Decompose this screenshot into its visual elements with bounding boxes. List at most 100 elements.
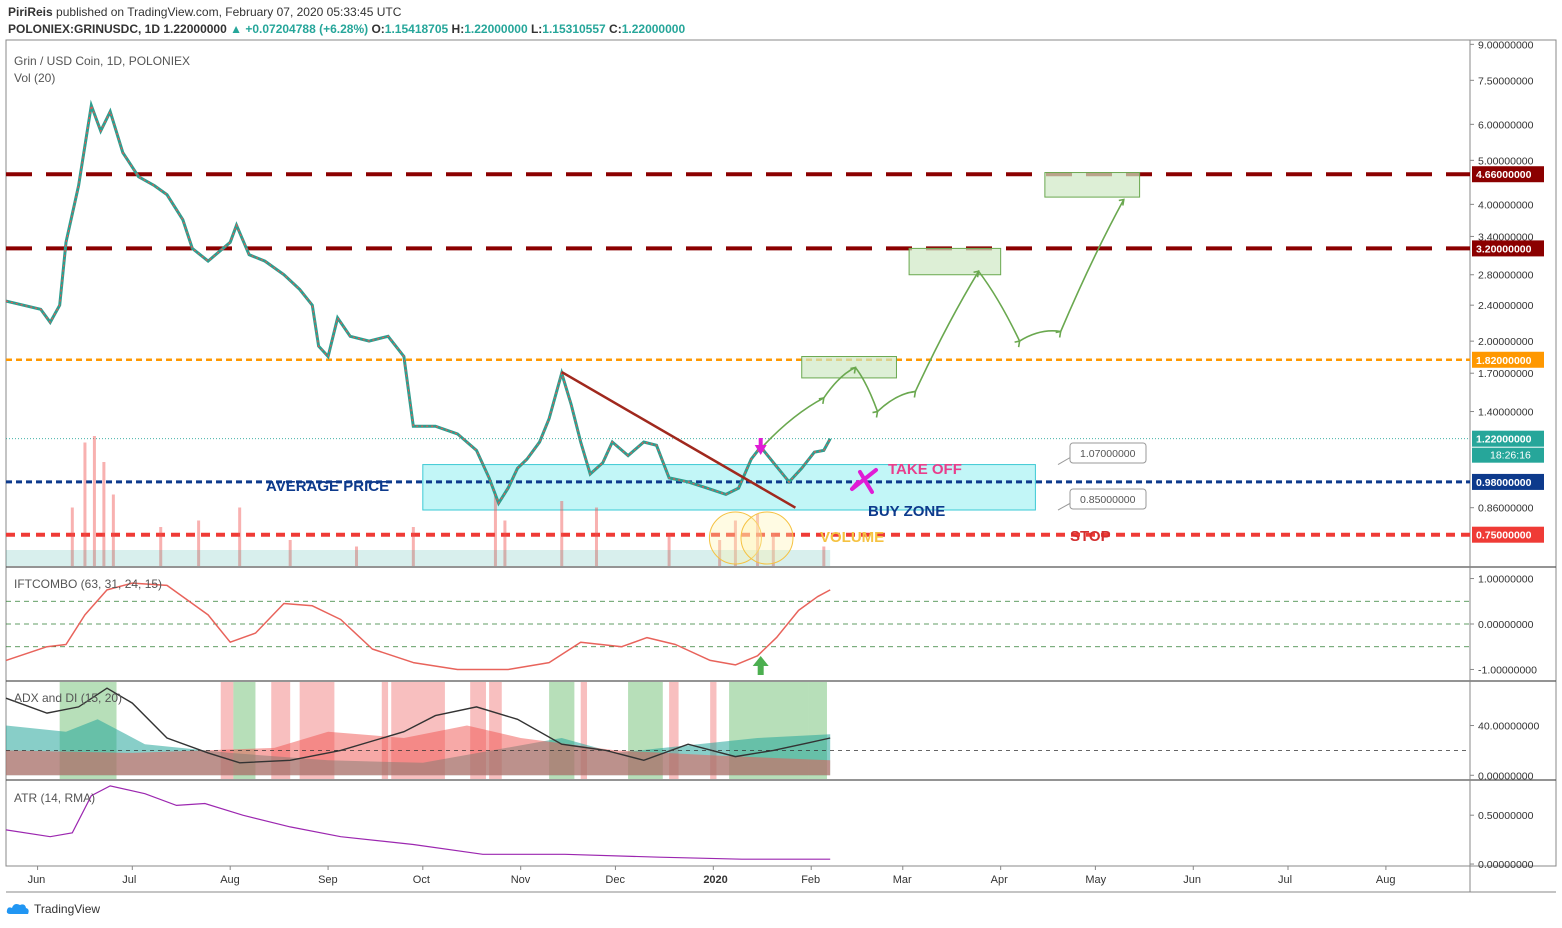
volume-bar	[197, 520, 201, 566]
projection-arrowhead	[910, 390, 917, 398]
ift-tick-label: 0.00000000	[1478, 619, 1534, 631]
projection-arrowhead	[872, 410, 879, 418]
volume-bar	[355, 546, 359, 566]
ift-pane-title[interactable]: IFTCOMBO (63, 31, 24, 15)	[14, 577, 163, 591]
main-pane-title[interactable]: Grin / USD Coin, 1D, POLONIEX	[14, 54, 191, 68]
open-value: 1.15418705	[384, 22, 449, 36]
volume-bar	[288, 540, 292, 566]
time-tick-label: Apr	[991, 874, 1008, 886]
high-value: 1.22000000	[464, 22, 528, 36]
price-badge	[1472, 240, 1544, 257]
published-text: published on TradingView.com, February 0…	[56, 5, 402, 19]
volume-bar	[822, 546, 826, 566]
projection-arrowhead	[1118, 198, 1125, 206]
take-off-label: TAKE OFF	[888, 461, 962, 478]
close-label: C:	[609, 22, 622, 36]
adx-tick-label: 0.00000000	[1478, 770, 1534, 782]
adx-trend-band	[580, 682, 588, 779]
volume-pane-title[interactable]: Vol (20)	[14, 71, 56, 85]
price-series-wicks	[5, 103, 831, 505]
target-box	[1044, 172, 1141, 198]
time-tick-label: Nov	[511, 874, 531, 886]
up-arrow-icon	[752, 656, 769, 666]
publish-line: PiriReis published on TradingView.com, F…	[8, 5, 401, 19]
low-value: 1.15310557	[542, 22, 606, 36]
price-badge	[1472, 351, 1544, 368]
adx-trend-band	[710, 682, 717, 779]
volume-label: VOLUME	[820, 529, 884, 546]
stop-label: STOP	[1070, 528, 1111, 545]
time-tick-label: Jul	[1278, 874, 1292, 886]
buy-zone-label: BUY ZONE	[868, 503, 945, 520]
ift-tick-label: 1.00000000	[1478, 574, 1534, 586]
time-tick-label: Feb	[801, 874, 820, 886]
atr-tick-label: 0.50000000	[1478, 810, 1534, 822]
volume-bar	[83, 442, 87, 566]
volume-bar	[560, 501, 564, 566]
volume-bar	[238, 507, 242, 566]
time-tick-label: Oct	[413, 874, 430, 886]
volume-bar	[92, 436, 96, 566]
atr-series-line	[5, 785, 831, 860]
price-tick-label: 1.40000000	[1478, 407, 1534, 419]
adx-trend-band	[669, 682, 679, 779]
time-tick-label: Sep	[318, 874, 338, 886]
price-tick-label: 2.80000000	[1478, 270, 1534, 282]
volume-base-band	[6, 550, 831, 566]
atr-tick-label: 0.00000000	[1478, 859, 1534, 871]
volume-bar	[718, 540, 722, 566]
volume-bar	[594, 507, 598, 566]
time-tick-label: May	[1085, 874, 1106, 886]
trendline	[561, 370, 797, 509]
price-tick-label: 4.00000000	[1478, 199, 1534, 211]
volume-bar	[411, 527, 415, 566]
up-triangle-icon: ▲	[230, 22, 242, 36]
callout-value: 1.07000000	[1080, 448, 1136, 460]
target-box	[908, 247, 1002, 276]
price-tick-label: 9.00000000	[1478, 39, 1534, 51]
volume-bar	[733, 520, 737, 566]
down-arrow-icon	[754, 445, 767, 455]
publisher-name[interactable]: PiriReis	[8, 5, 53, 19]
last-price: 1.22000000	[163, 22, 227, 36]
volume-bar	[667, 533, 671, 566]
price-badge	[1472, 526, 1544, 543]
volume-bar	[111, 494, 115, 566]
countdown-label: 18:26:16	[1490, 450, 1531, 462]
price-series-line	[5, 99, 832, 507]
volume-highlight-circle	[740, 511, 794, 565]
price-badge-label: 3.20000000	[1476, 243, 1532, 255]
adx-series-line	[5, 687, 831, 764]
price-tick-label: 6.00000000	[1478, 119, 1534, 131]
adx-tick-label: 40.00000000	[1478, 721, 1539, 733]
price-badge-label: 1.22000000	[1476, 434, 1532, 446]
volume-bar	[102, 462, 106, 566]
price-badge-label: 0.98000000	[1476, 477, 1532, 489]
tradingview-brand-label: TradingView	[34, 902, 101, 916]
time-tick-label: 2020	[703, 874, 727, 886]
volume-bar	[503, 520, 507, 566]
footer-brand[interactable]: TradingView	[6, 902, 100, 916]
time-tick-label: Jun	[1183, 874, 1201, 886]
price-tick-label: 2.00000000	[1478, 336, 1534, 348]
price-badge-label: 1.82000000	[1476, 355, 1532, 367]
price-badge-label: 0.75000000	[1476, 530, 1532, 542]
atr-pane-title[interactable]: ATR (14, RMA)	[14, 791, 96, 805]
average-price-label: AVERAGE PRICE	[266, 478, 389, 495]
up-arrow-stem	[757, 665, 764, 675]
price-tick-label: 0.86000000	[1478, 503, 1534, 515]
time-tick-label: Jun	[28, 874, 46, 886]
symbol-label[interactable]: POLONIEX:GRINUSDC, 1D	[8, 22, 161, 36]
countdown-badge	[1472, 447, 1544, 463]
price-badge	[1472, 473, 1544, 490]
buy-zone-box	[422, 464, 1036, 511]
projection-arrowhead	[818, 396, 825, 405]
price-badge	[1472, 430, 1544, 447]
price-tick-label: 1.70000000	[1478, 368, 1534, 380]
projection-arrowhead	[973, 270, 980, 278]
tradingview-cloud-icon	[6, 904, 29, 914]
adx-trend-band	[381, 682, 389, 779]
adx-pane-title[interactable]: ADX and DI (15, 20)	[14, 691, 123, 705]
time-tick-label: Dec	[605, 874, 625, 886]
